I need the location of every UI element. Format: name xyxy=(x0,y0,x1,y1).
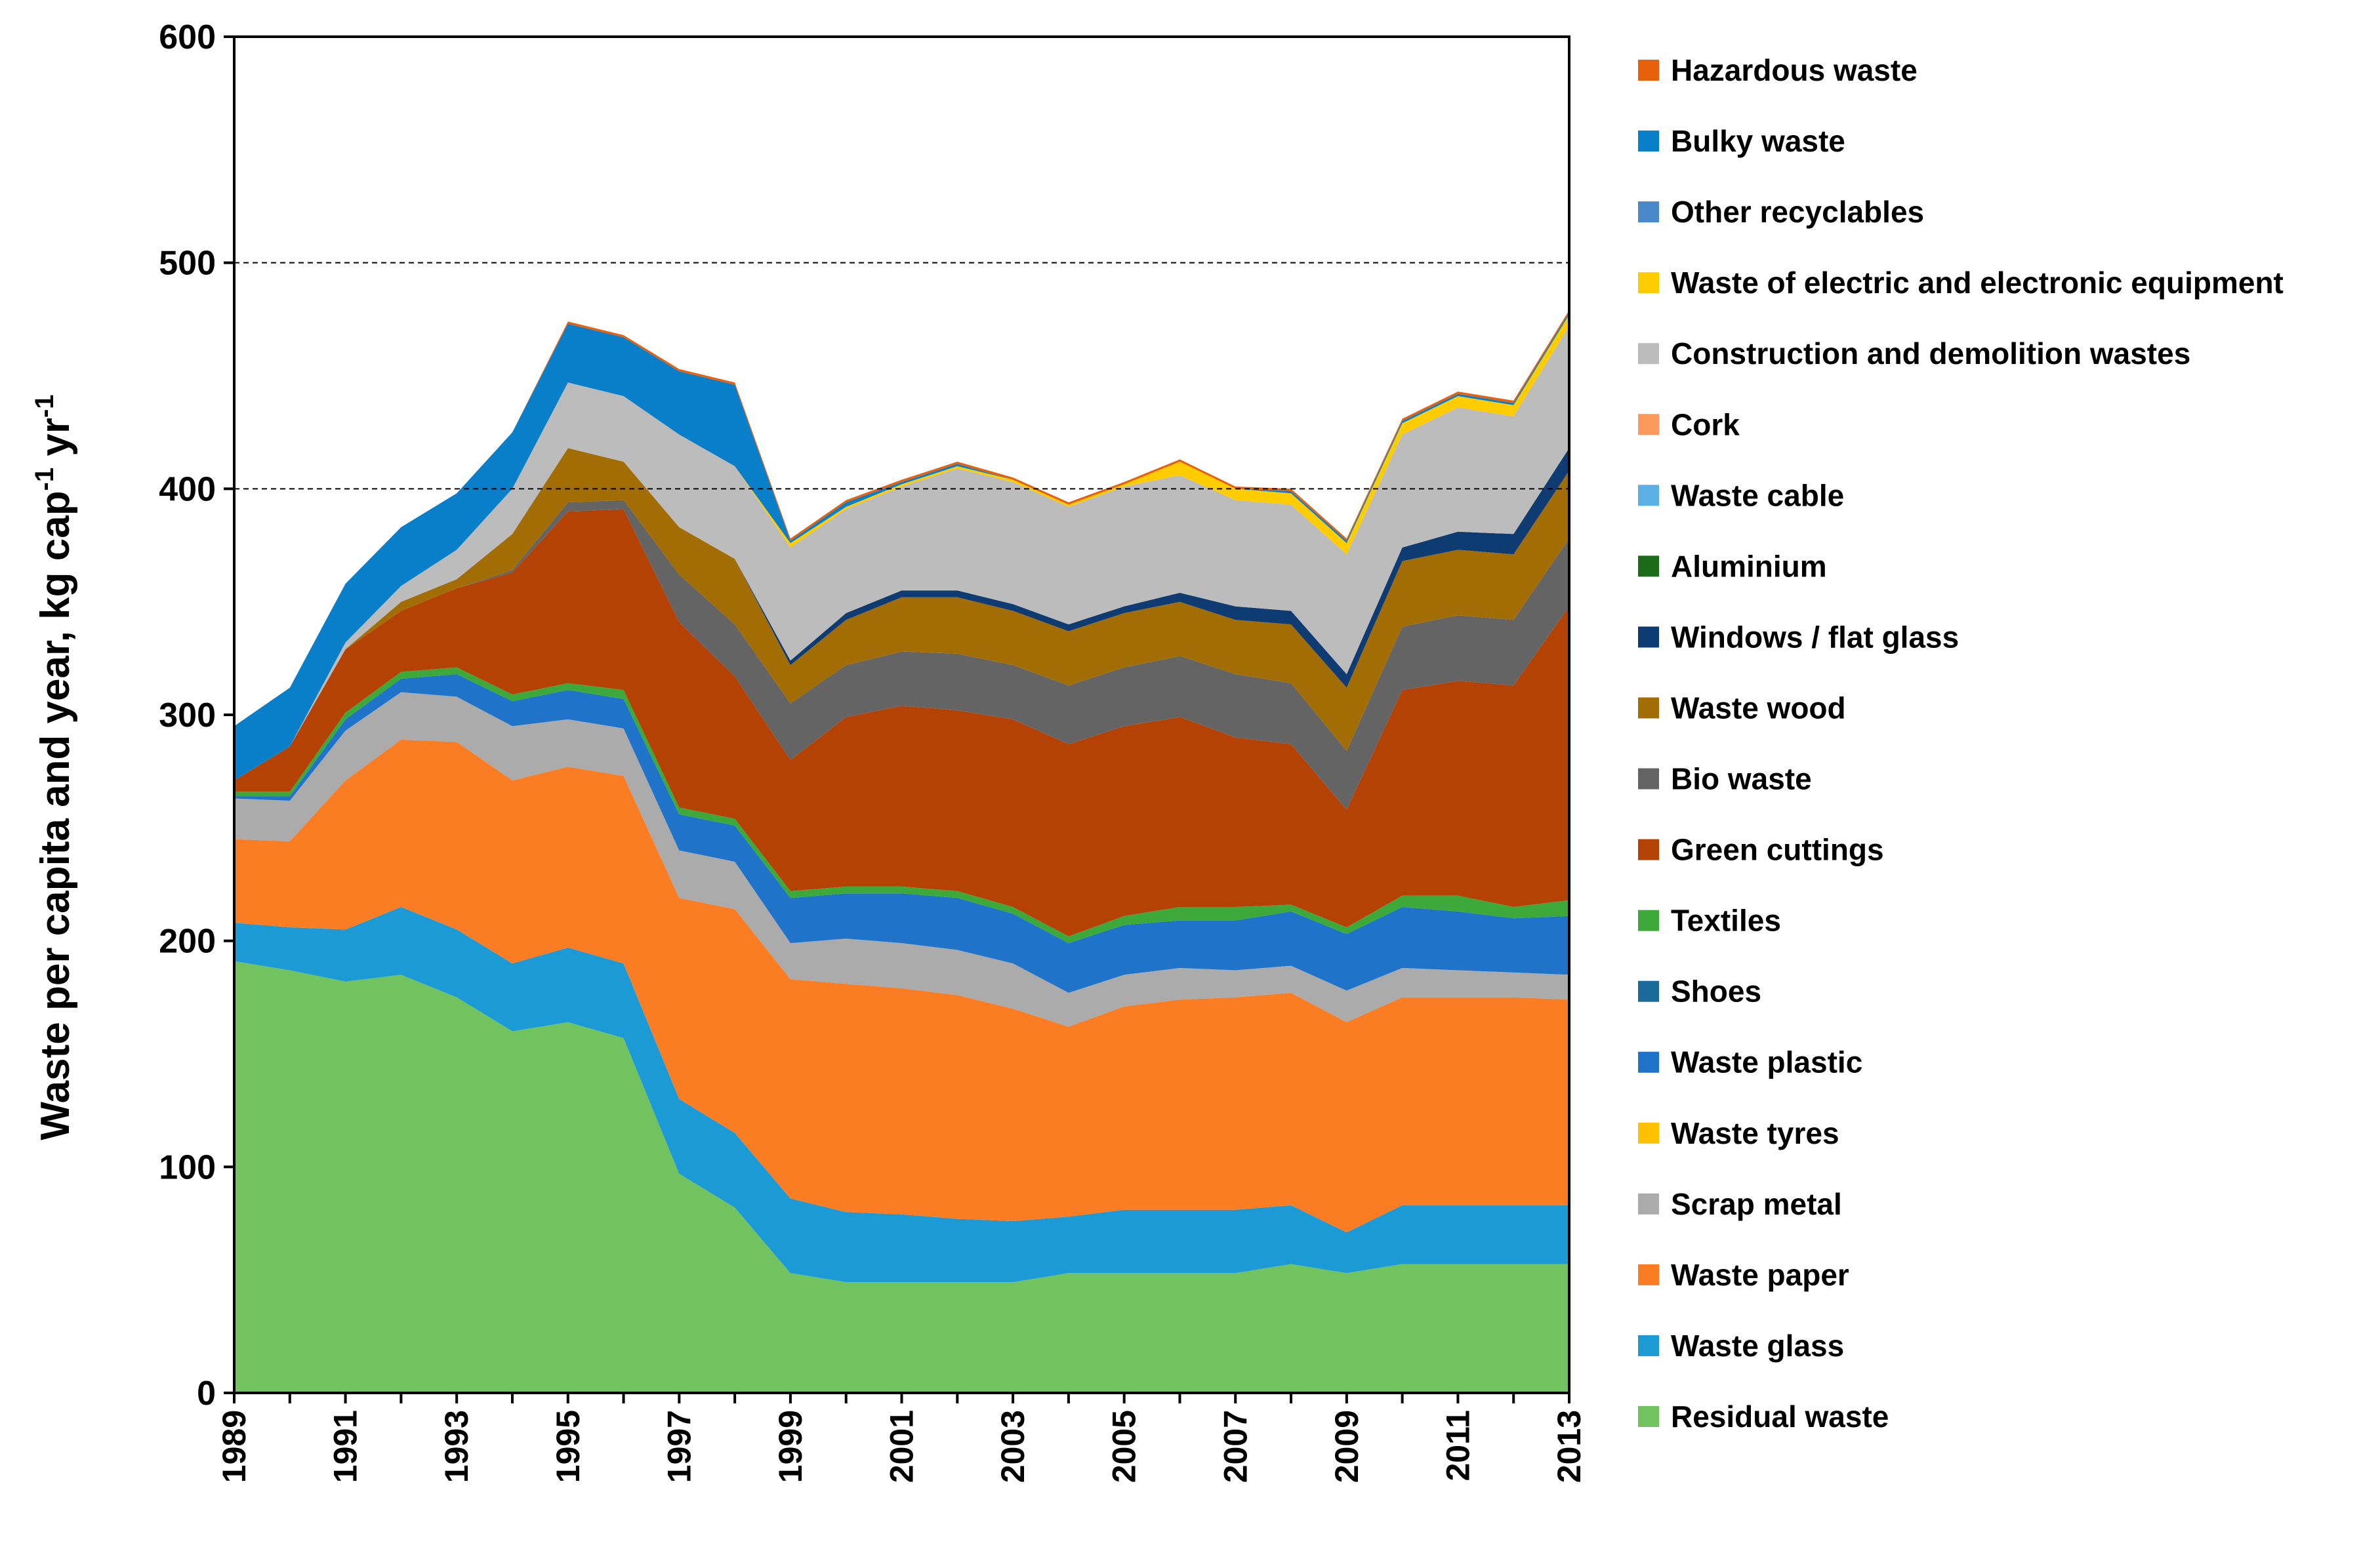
area-waste-glass xyxy=(234,907,1569,1283)
legend-label-waste-glass: Waste glass xyxy=(1671,1329,1844,1363)
y-axis-label-main: Waste per capita and year, kg cap xyxy=(33,491,78,1140)
x-tick-label: 2007 xyxy=(1217,1410,1254,1483)
y-tick-label: 0 xyxy=(197,1375,216,1413)
legend-label-waste-paper: Waste paper xyxy=(1671,1258,1849,1292)
legend-swatch-green-cuttings xyxy=(1638,839,1659,860)
y-tick-label: 500 xyxy=(159,245,216,283)
legend-swatch-residual-waste xyxy=(1638,1406,1659,1427)
area-waste-paper xyxy=(234,739,1569,1233)
legend-swatch-bio-waste xyxy=(1638,768,1659,790)
legend-swatch-bulky-waste xyxy=(1638,131,1659,152)
legend-label-windows-flat-glass: Windows / flat glass xyxy=(1671,620,1959,654)
x-tick-label: 2009 xyxy=(1328,1410,1365,1483)
area-green-cuttings xyxy=(234,509,1569,936)
legend-label-scrap-metal: Scrap metal xyxy=(1671,1187,1842,1221)
x-tick-label: 1991 xyxy=(327,1410,364,1483)
legend-label-shoes: Shoes xyxy=(1671,975,1761,1009)
legend-swatch-cork xyxy=(1638,414,1659,435)
legend-label-cork: Cork xyxy=(1671,407,1740,441)
x-tick-label: 1993 xyxy=(438,1410,475,1483)
legend-swatch-waste-glass xyxy=(1638,1335,1659,1356)
legend-swatch-waste-cable xyxy=(1638,485,1659,506)
y-axis-label-sup1: -1 xyxy=(30,468,59,491)
y-axis-label-sup2: -1 xyxy=(30,394,59,418)
legend-label-construction-and-demolition-wastes: Construction and demolition wastes xyxy=(1671,336,2190,371)
legend-label-waste-tyres: Waste tyres xyxy=(1671,1116,1839,1150)
x-tick-label: 1995 xyxy=(550,1410,586,1483)
area-construction-and-demolition-wastes xyxy=(234,326,1569,780)
area-layer xyxy=(234,310,1569,1393)
area-scrap-metal xyxy=(234,692,1569,1027)
area-textiles xyxy=(234,667,1569,944)
legend-label-green-cuttings: Green cuttings xyxy=(1671,833,1884,867)
legend-swatch-waste-wood xyxy=(1638,697,1659,719)
legend-swatch-waste-of-electric-and-electronic-equipment xyxy=(1638,272,1659,294)
legend-swatch-other-recyclables xyxy=(1638,201,1659,223)
x-tick-label: 2003 xyxy=(995,1410,1031,1483)
area-residual-waste xyxy=(234,961,1569,1393)
legend-swatch-construction-and-demolition-wastes xyxy=(1638,343,1659,365)
legend: Hazardous waste Bulky waste Other recyclab… xyxy=(1638,53,2284,1434)
x-tick-label: 1989 xyxy=(216,1410,253,1483)
axis-layer: 0 100 200 300 400 500 600 1989 1991 1993 1995 1997 1… xyxy=(159,18,1588,1483)
legend-swatch-scrap-metal xyxy=(1638,1193,1659,1215)
legend-label-hazardous-waste: Hazardous waste xyxy=(1671,53,1918,87)
y-tick-label: 300 xyxy=(159,696,216,734)
area-bio-waste xyxy=(234,500,1569,810)
x-tick-label: 2005 xyxy=(1106,1410,1143,1483)
legend-label-bulky-waste: Bulky waste xyxy=(1671,124,1845,158)
x-tick-label: 1997 xyxy=(661,1410,697,1483)
legend-swatch-waste-plastic xyxy=(1638,1051,1659,1073)
y-axis-label-yr: yr xyxy=(33,418,78,468)
legend-swatch-hazardous-waste xyxy=(1638,60,1659,81)
grid-layer xyxy=(234,262,1569,490)
y-tick-label: 200 xyxy=(159,923,216,961)
x-tick-label: 1999 xyxy=(772,1410,809,1483)
y-axis-label: Waste per capita and year, kg cap-1 yr-1 xyxy=(30,394,78,1140)
y-tick-label: 400 xyxy=(159,470,216,508)
legend-label-textiles: Textiles xyxy=(1671,904,1781,938)
x-tick-label: 2001 xyxy=(884,1410,920,1483)
legend-swatch-windows-flat-glass xyxy=(1638,626,1659,648)
legend-label-waste-wood: Waste wood xyxy=(1671,691,1846,725)
legend-swatch-shoes xyxy=(1638,980,1659,1002)
legend-swatch-waste-tyres xyxy=(1638,1122,1659,1144)
legend-label-bio-waste: Bio waste xyxy=(1671,762,1812,796)
x-tick-label: 2013 xyxy=(1551,1410,1588,1483)
legend-label-waste-of-electric-and-electronic-equipment: Waste of electric and electronic equipme… xyxy=(1671,266,2284,300)
legend-label-residual-waste: Residual waste xyxy=(1671,1399,1889,1434)
legend-label-other-recyclables: Other recyclables xyxy=(1671,195,1924,229)
legend-label-aluminium: Aluminium xyxy=(1671,549,1827,583)
area-waste-plastic xyxy=(234,674,1569,993)
legend-swatch-aluminium xyxy=(1638,555,1659,577)
legend-swatch-waste-paper xyxy=(1638,1264,1659,1285)
y-tick-label: 100 xyxy=(159,1148,216,1186)
legend-swatch-textiles xyxy=(1638,910,1659,931)
y-tick-label: 600 xyxy=(159,18,216,56)
x-tick-label: 2011 xyxy=(1439,1410,1476,1481)
area-waste-wood xyxy=(234,448,1569,780)
legend-label-waste-plastic: Waste plastic xyxy=(1671,1045,1862,1079)
legend-label-waste-cable: Waste cable xyxy=(1671,478,1844,512)
